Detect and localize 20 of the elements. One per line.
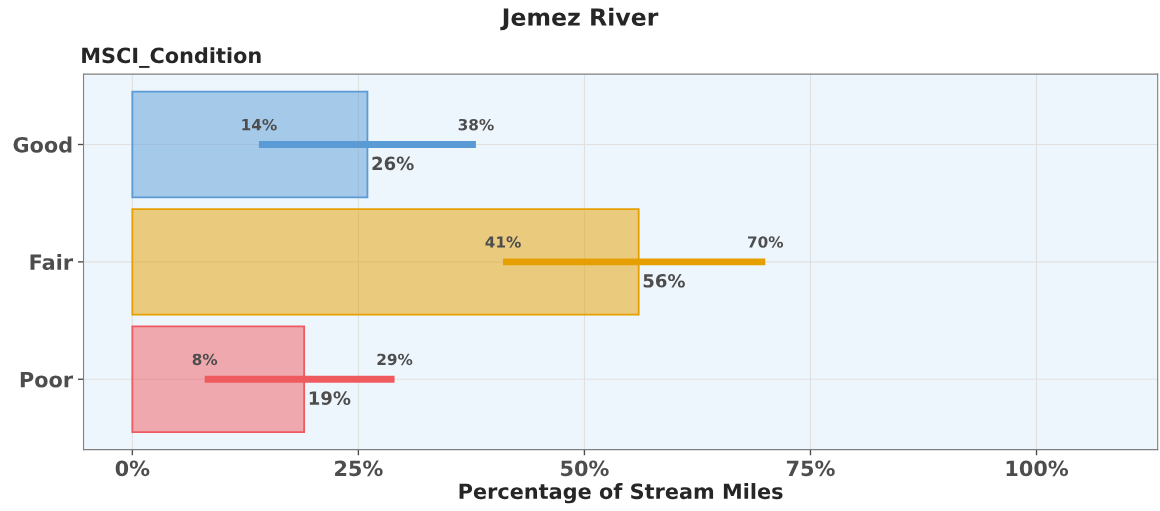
data-label: 26%	[372, 156, 414, 171]
annotation: 41%	[485, 236, 521, 248]
annotation: 14%	[242, 118, 277, 131]
x-tick-label: 0%	[115, 460, 150, 477]
data-label: 56%	[643, 273, 685, 288]
x-tick-label: 50%	[561, 460, 609, 477]
annotation: 29%	[377, 353, 413, 366]
x-tick-label: 100%	[1006, 460, 1069, 477]
x-tick-label: 25%	[335, 460, 383, 477]
y-tick-label: Good	[13, 136, 72, 153]
x-tick-label: 75%	[786, 460, 835, 477]
y-tick-label: Fair	[30, 253, 74, 271]
annotation: 38%	[458, 118, 494, 131]
x-axis-title: Percentage of Stream Miles	[459, 483, 783, 504]
chart-subtitle: MSCI_Condition	[82, 47, 261, 68]
data-label: 19%	[309, 391, 351, 405]
annotation: 70%	[748, 236, 784, 248]
annotation: 8%	[192, 353, 218, 366]
y-tick-label: Poor	[20, 371, 74, 388]
chart-title: Jemez River	[500, 7, 659, 31]
